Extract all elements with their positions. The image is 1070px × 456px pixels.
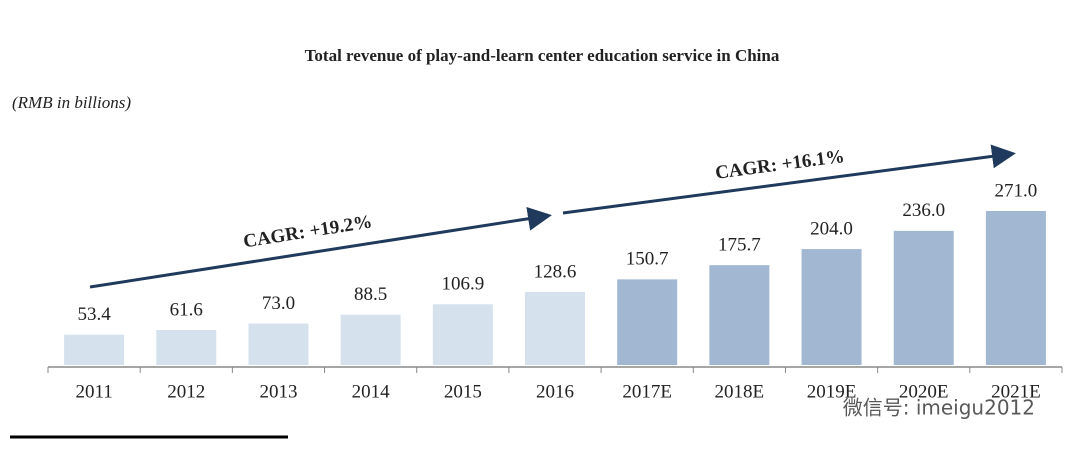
x-tick-label: 2019E [807, 381, 857, 402]
value-label: 271.0 [995, 180, 1038, 201]
bar [985, 211, 1046, 365]
x-tick-label: 2020E [899, 381, 949, 402]
x-tick-label: 2016 [536, 381, 574, 402]
value-label: 204.0 [810, 218, 853, 239]
value-label: 53.4 [77, 304, 111, 325]
x-tick-label: 2012 [167, 381, 205, 402]
value-label: 73.0 [262, 293, 295, 314]
value-label: 61.6 [170, 299, 203, 320]
bar [156, 329, 217, 365]
cagr-arrow [89, 206, 552, 289]
chart-subtitle: (RMB in billions) [12, 93, 131, 112]
cagr-arrow [562, 144, 1016, 215]
x-tick-label: 2021E [991, 381, 1041, 402]
x-tick-label: 2018E [715, 381, 765, 402]
bar [64, 334, 125, 365]
value-label: 106.9 [441, 274, 484, 295]
value-label: 175.7 [718, 235, 761, 256]
x-tick-label: 2017E [622, 381, 672, 402]
bar [709, 265, 770, 365]
value-label: 150.7 [626, 249, 669, 270]
value-label: 236.0 [902, 200, 945, 221]
x-tick-label: 2013 [259, 381, 297, 402]
bar [432, 304, 493, 365]
bar [617, 279, 678, 365]
bar [340, 314, 401, 365]
x-tick-label: 2011 [75, 381, 112, 402]
x-tick-label: 2015 [444, 381, 482, 402]
value-label: 88.5 [354, 284, 387, 305]
bar [248, 323, 309, 365]
value-label: 128.6 [534, 261, 577, 282]
bar [893, 230, 954, 365]
watermark: 微信号: imeigu2012 [843, 396, 1035, 420]
chart-title: Total revenue of play-and-learn center e… [305, 46, 780, 65]
bar [801, 249, 862, 365]
bar [525, 291, 585, 365]
x-tick-label: 2014 [352, 381, 391, 402]
